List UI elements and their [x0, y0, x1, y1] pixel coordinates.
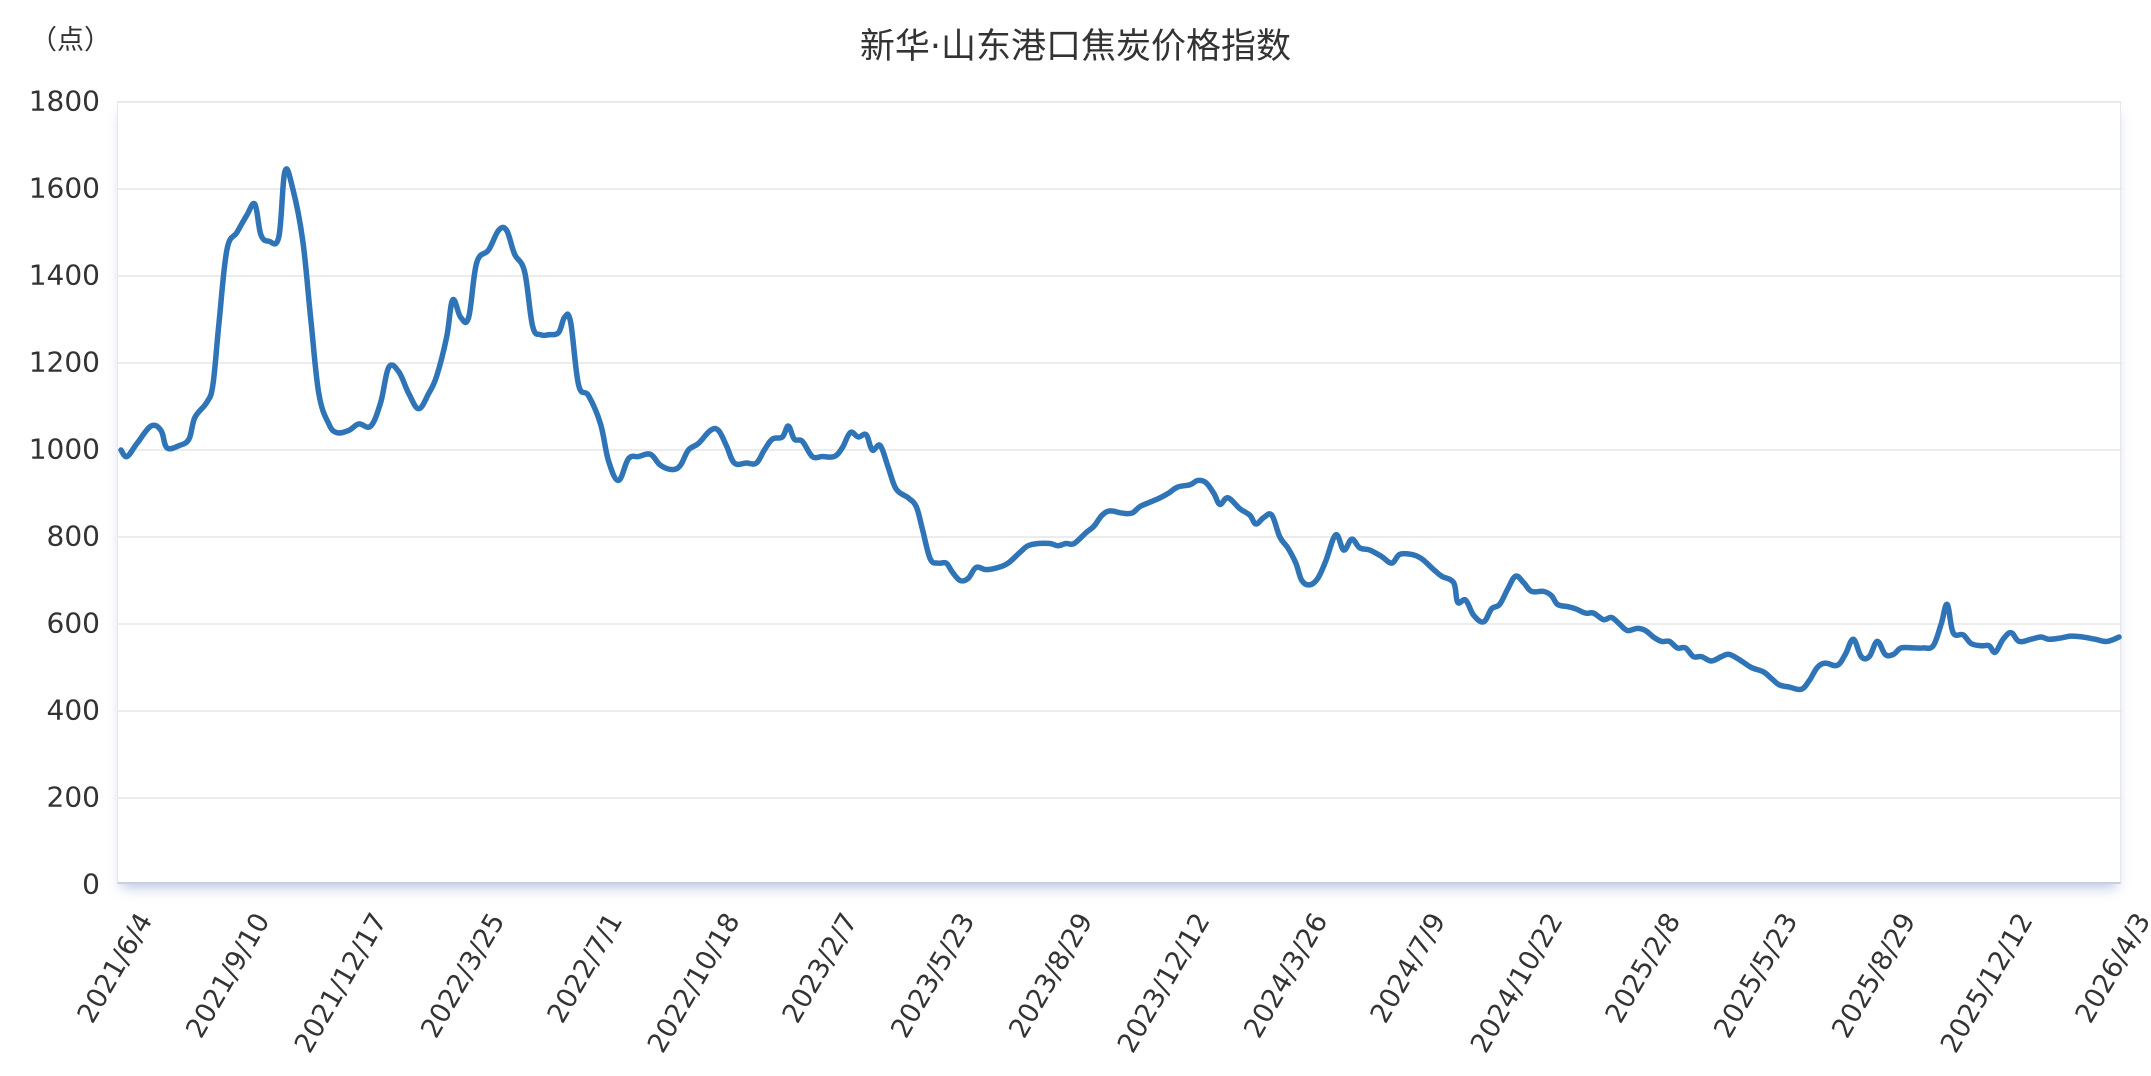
- y-tick-label: 1400: [28, 258, 100, 292]
- x-tick-label: 2021/6/4: [71, 908, 159, 1029]
- x-tick-label: 2022/7/1: [541, 908, 629, 1029]
- x-tick-label: 2025/2/8: [1599, 908, 1687, 1029]
- y-tick-label: 200: [46, 780, 100, 814]
- y-tick-label: 0: [82, 867, 100, 901]
- x-tick-label: 2024/3/26: [1238, 908, 1335, 1044]
- x-tick-label: 2024/7/9: [1364, 908, 1452, 1029]
- y-tick-label: 400: [46, 693, 100, 727]
- y-tick-label: 1600: [28, 171, 100, 205]
- series-line[interactable]: [118, 166, 2122, 693]
- x-tick-label: 2024/10/22: [1464, 908, 1570, 1059]
- y-tick-label: 800: [46, 519, 100, 553]
- y-axis-unit-label: （点）: [30, 25, 111, 56]
- y-tick-label: 600: [46, 606, 100, 640]
- x-tick-label: 2023/2/7: [776, 908, 865, 1029]
- x-tick-label: 2021/12/17: [289, 908, 394, 1059]
- x-tick-label: 2022/10/18: [641, 908, 747, 1059]
- x-tick-label: 2025/8/29: [1825, 908, 1922, 1044]
- x-tick-label: 2025/12/12: [1934, 908, 2040, 1059]
- y-tick-label: 1200: [28, 345, 100, 379]
- y-tick-label: 1000: [28, 432, 100, 466]
- x-tick-label: 2023/8/29: [1003, 908, 1100, 1044]
- x-tick-label: 2025/5/23: [1708, 908, 1805, 1044]
- x-tick-label: 2021/9/10: [180, 908, 277, 1044]
- x-tick-label: 2023/12/12: [1111, 908, 1217, 1059]
- x-tick-label: 2026/4/3: [2069, 908, 2151, 1029]
- plot-area[interactable]: [117, 101, 2122, 884]
- x-tick-label: 2022/3/25: [415, 908, 512, 1044]
- x-tick-label: 2023/5/23: [885, 908, 982, 1044]
- chart-title: 新华·山东港口焦炭价格指数: [859, 27, 1292, 67]
- y-tick-label: 1800: [28, 84, 100, 118]
- line-chart: [118, 102, 2122, 799]
